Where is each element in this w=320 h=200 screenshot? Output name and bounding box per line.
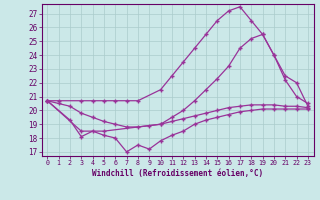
X-axis label: Windchill (Refroidissement éolien,°C): Windchill (Refroidissement éolien,°C) (92, 169, 263, 178)
